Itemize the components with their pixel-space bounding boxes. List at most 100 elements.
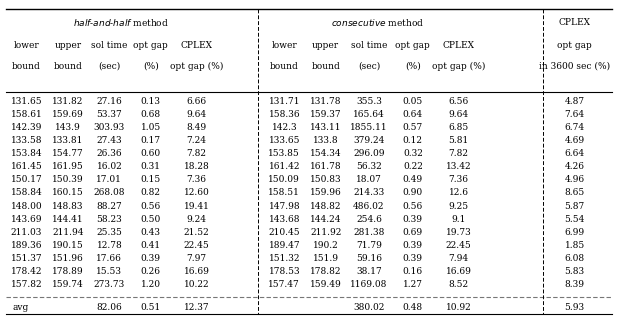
Text: 12.60: 12.60	[184, 188, 210, 198]
Text: 281.38: 281.38	[353, 228, 384, 237]
Text: 159.49: 159.49	[310, 280, 342, 289]
Text: 486.02: 486.02	[353, 202, 384, 210]
Text: opt gap (%): opt gap (%)	[170, 62, 223, 71]
Text: 8.65: 8.65	[565, 188, 585, 198]
Text: 131.82: 131.82	[53, 97, 83, 106]
Text: bound: bound	[54, 62, 82, 71]
Text: 15.53: 15.53	[96, 267, 122, 276]
Text: opt gap: opt gap	[557, 41, 592, 50]
Text: 38.17: 38.17	[356, 267, 382, 276]
Text: 0.60: 0.60	[141, 149, 161, 158]
Text: (sec): (sec)	[98, 62, 121, 71]
Text: 133.58: 133.58	[11, 136, 42, 145]
Text: 158.61: 158.61	[11, 110, 43, 119]
Text: 190.15: 190.15	[52, 241, 84, 250]
Text: bound: bound	[270, 62, 298, 71]
Text: 7.94: 7.94	[449, 254, 468, 263]
Text: 0.43: 0.43	[141, 228, 161, 237]
Text: 18.28: 18.28	[184, 162, 210, 171]
Text: 26.36: 26.36	[96, 149, 122, 158]
Text: 151.96: 151.96	[52, 254, 84, 263]
Text: 131.71: 131.71	[269, 97, 300, 106]
Text: 143.9: 143.9	[55, 123, 81, 132]
Text: 27.43: 27.43	[96, 136, 122, 145]
Text: 6.99: 6.99	[565, 228, 585, 237]
Text: 0.56: 0.56	[403, 202, 423, 210]
Text: 25.35: 25.35	[96, 228, 122, 237]
Text: in 3600 sec (%): in 3600 sec (%)	[539, 62, 611, 71]
Text: 144.24: 144.24	[310, 215, 341, 224]
Text: upper: upper	[54, 41, 82, 50]
Text: 154.34: 154.34	[310, 149, 342, 158]
Text: 0.12: 0.12	[403, 136, 423, 145]
Text: 0.17: 0.17	[141, 136, 161, 145]
Text: 158.84: 158.84	[11, 188, 43, 198]
Text: lower: lower	[14, 41, 40, 50]
Text: 160.15: 160.15	[52, 188, 84, 198]
Text: 189.47: 189.47	[268, 241, 300, 250]
Text: 22.45: 22.45	[446, 241, 472, 250]
Text: 159.74: 159.74	[52, 280, 84, 289]
Text: 16.69: 16.69	[184, 267, 210, 276]
Text: 153.84: 153.84	[11, 149, 43, 158]
Text: 158.51: 158.51	[268, 188, 300, 198]
Text: 4.26: 4.26	[565, 162, 585, 171]
Text: 148.00: 148.00	[11, 202, 43, 210]
Text: 0.64: 0.64	[403, 110, 423, 119]
Text: 273.73: 273.73	[94, 280, 125, 289]
Text: 9.24: 9.24	[187, 215, 206, 224]
Text: 150.39: 150.39	[52, 175, 84, 184]
Text: 5.54: 5.54	[565, 215, 585, 224]
Text: 9.64: 9.64	[187, 110, 206, 119]
Text: lower: lower	[271, 41, 297, 50]
Text: 355.3: 355.3	[356, 97, 382, 106]
Text: 4.96: 4.96	[565, 175, 585, 184]
Text: 254.6: 254.6	[356, 215, 382, 224]
Text: 6.08: 6.08	[565, 254, 585, 263]
Text: 165.64: 165.64	[353, 110, 385, 119]
Text: 5.81: 5.81	[449, 136, 468, 145]
Text: opt gap (%): opt gap (%)	[432, 62, 485, 71]
Text: 142.39: 142.39	[11, 123, 42, 132]
Text: opt gap: opt gap	[396, 41, 430, 50]
Text: 6.66: 6.66	[187, 97, 206, 106]
Text: 1.27: 1.27	[403, 280, 423, 289]
Text: 159.37: 159.37	[310, 110, 342, 119]
Text: 6.64: 6.64	[565, 149, 585, 158]
Text: 0.48: 0.48	[403, 303, 423, 312]
Text: 0.90: 0.90	[403, 188, 423, 198]
Text: 143.11: 143.11	[310, 123, 341, 132]
Text: 0.39: 0.39	[403, 254, 423, 263]
Text: 211.92: 211.92	[310, 228, 341, 237]
Text: 161.42: 161.42	[269, 162, 300, 171]
Text: 16.02: 16.02	[96, 162, 122, 171]
Text: 158.36: 158.36	[268, 110, 300, 119]
Text: 16.69: 16.69	[446, 267, 472, 276]
Text: 153.85: 153.85	[268, 149, 300, 158]
Text: 7.24: 7.24	[187, 136, 206, 145]
Text: 0.39: 0.39	[141, 254, 161, 263]
Text: bound: bound	[12, 62, 41, 71]
Text: 148.83: 148.83	[53, 202, 83, 210]
Text: 0.56: 0.56	[141, 202, 161, 210]
Text: 18.07: 18.07	[356, 175, 382, 184]
Text: 380.02: 380.02	[353, 303, 384, 312]
Text: 7.64: 7.64	[565, 110, 585, 119]
Text: 0.49: 0.49	[403, 175, 423, 184]
Text: 150.83: 150.83	[310, 175, 342, 184]
Text: 0.26: 0.26	[141, 267, 161, 276]
Text: 22.45: 22.45	[184, 241, 210, 250]
Text: 58.23: 58.23	[96, 215, 122, 224]
Text: 144.41: 144.41	[52, 215, 84, 224]
Text: 27.16: 27.16	[96, 97, 122, 106]
Text: 1.05: 1.05	[141, 123, 161, 132]
Text: 161.95: 161.95	[52, 162, 84, 171]
Text: 190.2: 190.2	[313, 241, 339, 250]
Text: 13.42: 13.42	[446, 162, 472, 171]
Text: 17.66: 17.66	[96, 254, 122, 263]
Text: 268.08: 268.08	[94, 188, 125, 198]
Text: 143.69: 143.69	[11, 215, 42, 224]
Text: 131.65: 131.65	[11, 97, 43, 106]
Text: CPLEX: CPLEX	[559, 18, 591, 27]
Text: 8.52: 8.52	[449, 280, 468, 289]
